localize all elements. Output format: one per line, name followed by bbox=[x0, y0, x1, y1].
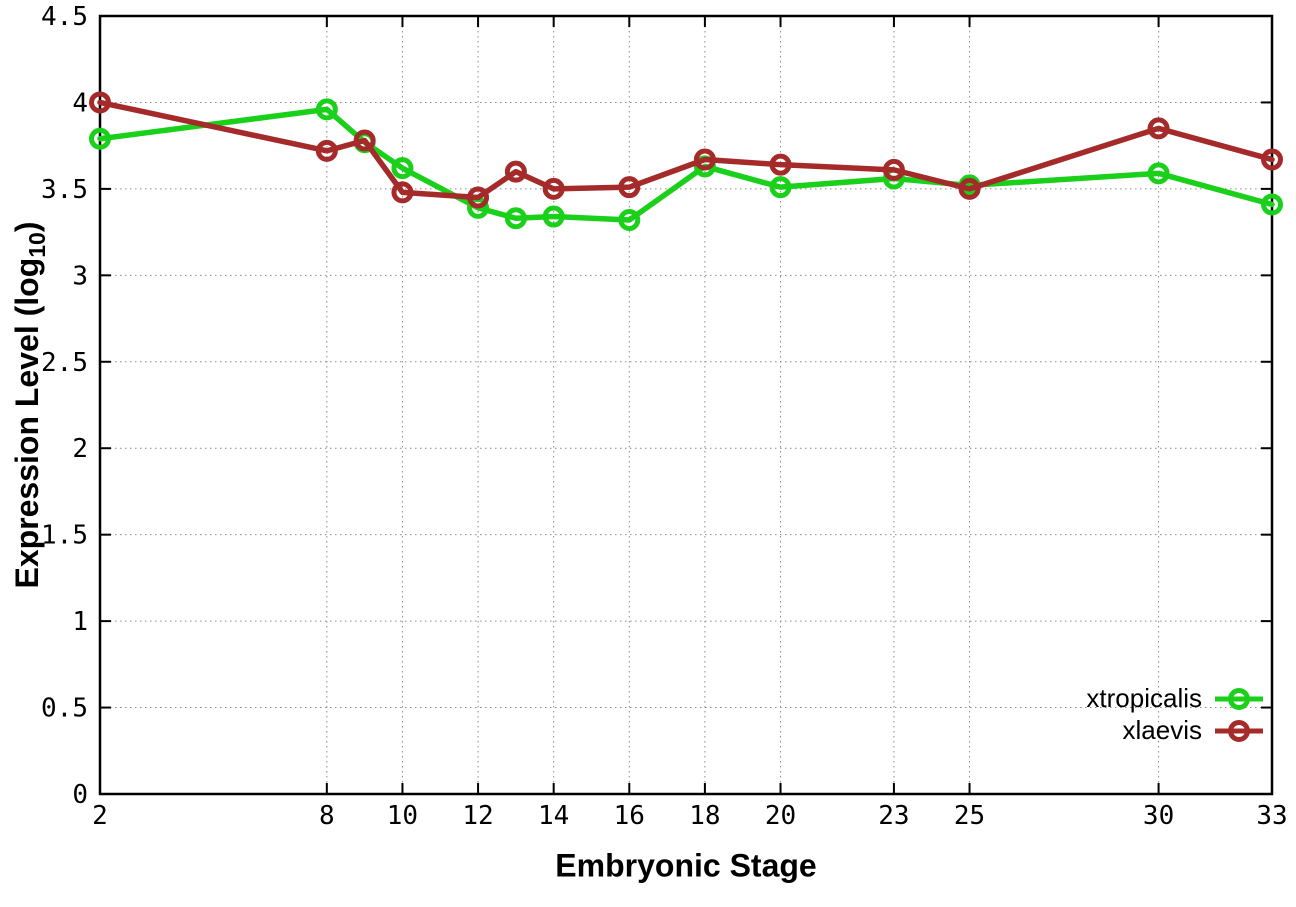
data-point-xlaevis-stage-30 bbox=[1147, 117, 1170, 140]
data-point-xtropicalis-stage-16 bbox=[618, 209, 641, 232]
legend-item-xtropicalis: xtropicalis bbox=[1086, 683, 1264, 713]
y-tick-label: 1.5 bbox=[41, 521, 88, 551]
y-tick-label: 4.5 bbox=[41, 2, 88, 32]
y-tick-label: 2 bbox=[72, 434, 88, 464]
data-point-xlaevis-stage-18 bbox=[693, 148, 716, 171]
data-point-xlaevis-stage-2 bbox=[89, 91, 111, 114]
open-circle-marker-icon bbox=[1215, 719, 1263, 742]
y-tick-label: 3.5 bbox=[41, 175, 88, 205]
x-tick-label: 14 bbox=[538, 801, 569, 831]
x-tick-label: 10 bbox=[387, 801, 418, 831]
y-tick-label: 0 bbox=[72, 780, 88, 810]
data-point-xtropicalis-stage-20 bbox=[769, 176, 792, 199]
y-axis-title-subscript: 10 bbox=[24, 232, 51, 258]
legend-label-xtropicalis: xtropicalis bbox=[1086, 683, 1202, 713]
y-axis-title: Expression Level (log10) bbox=[9, 221, 51, 588]
x-tick-label: 8 bbox=[319, 801, 335, 831]
data-point-xtropicalis-stage-33 bbox=[1261, 193, 1283, 216]
data-point-xtropicalis-stage-8 bbox=[315, 98, 338, 121]
data-point-xtropicalis-stage-13 bbox=[504, 207, 527, 230]
data-point-xlaevis-stage-9 bbox=[353, 129, 376, 152]
data-point-xlaevis-stage-10 bbox=[391, 181, 414, 204]
x-axis-title: Embryonic Stage bbox=[555, 847, 817, 884]
plot-frame bbox=[98, 14, 1274, 796]
y-tick-label: 4 bbox=[72, 88, 88, 118]
data-point-xtropicalis-stage-14 bbox=[542, 205, 565, 228]
data-point-xlaevis-stage-33 bbox=[1261, 148, 1283, 171]
grid-lines bbox=[99, 15, 1273, 795]
data-point-xlaevis-stage-8 bbox=[315, 139, 338, 162]
y-axis-title-text: Expression Level (log bbox=[8, 257, 45, 589]
legend: xtropicalis xlaevis bbox=[1086, 683, 1264, 745]
x-tick-label: 30 bbox=[1143, 801, 1174, 831]
data-point-xlaevis-stage-13 bbox=[504, 160, 527, 183]
y-tick-label: 3 bbox=[72, 261, 88, 291]
x-tick-labels: 2 8 10 12 14 16 18 20 23 25 30 33 bbox=[92, 801, 1287, 831]
data-point-xlaevis-stage-14 bbox=[542, 177, 565, 200]
x-tick-label: 33 bbox=[1256, 801, 1287, 831]
data-point-xtropicalis-stage-2 bbox=[89, 127, 111, 150]
x-tick-label: 20 bbox=[765, 801, 796, 831]
open-circle-marker-icon bbox=[1215, 687, 1263, 710]
data-point-xlaevis-stage-23 bbox=[882, 158, 905, 181]
y-tick-label: 1 bbox=[72, 607, 88, 637]
y-tick-label: 0.5 bbox=[41, 694, 88, 724]
y-tick-label: 2.5 bbox=[41, 348, 88, 378]
legend-item-xlaevis: xlaevis bbox=[1086, 715, 1264, 745]
data-point-xlaevis-stage-20 bbox=[769, 153, 792, 176]
x-tick-label: 2 bbox=[92, 801, 108, 831]
x-tick-label: 25 bbox=[954, 801, 985, 831]
x-tick-label: 12 bbox=[462, 801, 493, 831]
data-point-xlaevis-stage-16 bbox=[618, 176, 641, 199]
data-point-xlaevis-stage-12 bbox=[467, 186, 490, 209]
series-xlaevis bbox=[89, 91, 1283, 209]
data-point-xtropicalis-stage-10 bbox=[391, 157, 414, 180]
axis-ticks bbox=[99, 15, 1273, 795]
data-point-xtropicalis-stage-30 bbox=[1147, 162, 1170, 185]
x-tick-label: 23 bbox=[878, 801, 909, 831]
y-axis-title-close: ) bbox=[8, 221, 45, 233]
y-tick-labels: 0 0.5 1 1.5 2 2.5 3 3.5 4 4.5 bbox=[41, 2, 88, 810]
legend-label-xlaevis: xlaevis bbox=[1122, 715, 1202, 745]
x-tick-label: 16 bbox=[614, 801, 645, 831]
data-point-xlaevis-stage-25 bbox=[958, 177, 981, 200]
x-tick-label: 18 bbox=[689, 801, 720, 831]
